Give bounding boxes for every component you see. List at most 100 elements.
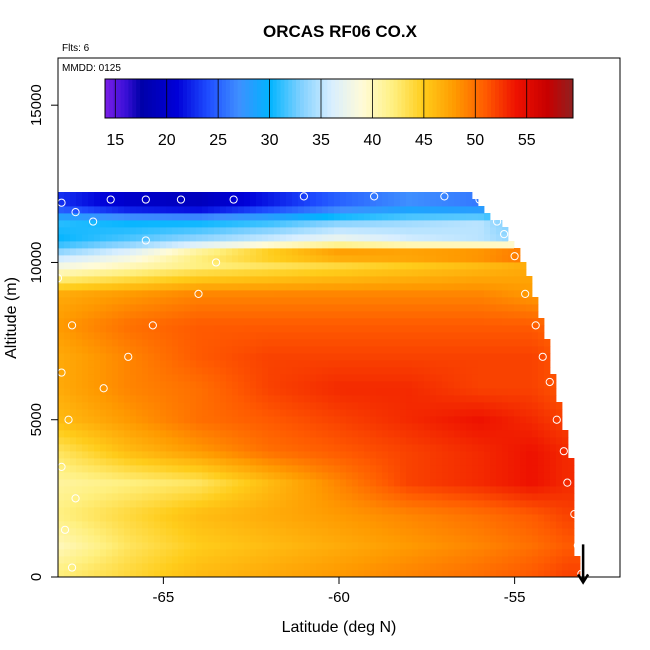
- heatmap-cell: [238, 458, 245, 466]
- heatmap-cell: [82, 269, 89, 277]
- heatmap-cell: [316, 220, 323, 228]
- heatmap-cell: [106, 563, 113, 571]
- heatmap-cell: [526, 521, 533, 529]
- heatmap-cell: [478, 437, 485, 445]
- heatmap-cell: [508, 423, 515, 431]
- heatmap-cell: [190, 381, 197, 389]
- heatmap-cell: [88, 283, 95, 291]
- heatmap-cell: [256, 276, 263, 284]
- heatmap-cell: [112, 437, 119, 445]
- heatmap-cell: [382, 206, 389, 214]
- heatmap-cell: [244, 416, 251, 424]
- heatmap-cell: [382, 493, 389, 501]
- heatmap-cell: [532, 430, 539, 438]
- heatmap-cell: [448, 199, 455, 207]
- heatmap-cell: [142, 395, 149, 403]
- heatmap-cell: [64, 465, 71, 473]
- heatmap-cell: [358, 381, 365, 389]
- heatmap-cell: [436, 339, 443, 347]
- heatmap-cell: [346, 346, 353, 354]
- colorbar-segment: [249, 79, 254, 118]
- heatmap-cell: [484, 381, 491, 389]
- colorbar-segment: [276, 79, 281, 118]
- heatmap-cell: [262, 402, 269, 410]
- heatmap-cell: [244, 486, 251, 494]
- heatmap-cell: [130, 500, 137, 508]
- heatmap-cell: [532, 304, 539, 312]
- heatmap-cell: [190, 269, 197, 277]
- heatmap-cell: [106, 311, 113, 319]
- flight-track-point: [563, 478, 572, 487]
- colorbar-segment: [487, 79, 492, 118]
- heatmap-cell: [130, 563, 137, 571]
- heatmap-cell: [316, 311, 323, 319]
- colorbar-segment: [541, 79, 547, 118]
- heatmap-cell: [148, 255, 155, 263]
- heatmap-cell: [472, 528, 479, 536]
- heatmap-cell: [304, 556, 311, 564]
- heatmap-cell: [154, 220, 161, 228]
- heatmap-cell: [274, 213, 281, 221]
- heatmap-cell: [514, 535, 521, 543]
- heatmap-cell: [472, 465, 479, 473]
- heatmap-cell: [508, 444, 515, 452]
- heatmap-cell: [340, 255, 347, 263]
- heatmap-cell: [118, 451, 125, 459]
- heatmap-cell: [358, 199, 365, 207]
- flight-track-point: [521, 289, 530, 299]
- heatmap-cell: [256, 192, 263, 200]
- heatmap-cell: [322, 528, 329, 536]
- heatmap-cell: [280, 220, 287, 228]
- heatmap-cell: [202, 290, 209, 298]
- heatmap-cell: [394, 206, 401, 214]
- heatmap-cell: [568, 465, 575, 473]
- heatmap-cell: [100, 493, 107, 501]
- heatmap-cell: [418, 213, 425, 221]
- heatmap-cell: [124, 437, 131, 445]
- heatmap-cell: [226, 199, 233, 207]
- heatmap-cell: [88, 521, 95, 529]
- heatmap-cell: [466, 458, 473, 466]
- heatmap-cell: [466, 472, 473, 480]
- heatmap-cell: [76, 339, 83, 347]
- heatmap-cell: [70, 297, 77, 305]
- heatmap-cell: [526, 423, 533, 431]
- heatmap-cell: [274, 220, 281, 228]
- heatmap-cell: [298, 479, 305, 487]
- heatmap-cell: [184, 241, 191, 249]
- heatmap-cell: [286, 283, 293, 291]
- heatmap-cell: [94, 206, 101, 214]
- heatmap-cell: [292, 374, 299, 382]
- heatmap-cell: [340, 346, 347, 354]
- heatmap-cell: [220, 451, 227, 459]
- heatmap-cell: [142, 297, 149, 305]
- heatmap-cell: [496, 458, 503, 466]
- heatmap-cell: [184, 542, 191, 550]
- heatmap-cell: [556, 570, 563, 578]
- heatmap-cell: [478, 339, 485, 347]
- heatmap-cell: [412, 409, 419, 417]
- heatmap-cell: [244, 269, 251, 277]
- heatmap-cell: [328, 311, 335, 319]
- heatmap-cell: [286, 227, 293, 235]
- heatmap-cell: [406, 500, 413, 508]
- heatmap-cell: [244, 339, 251, 347]
- heatmap-cell: [298, 395, 305, 403]
- heatmap-cell: [172, 199, 179, 207]
- heatmap-cell: [148, 276, 155, 284]
- heatmap-cell: [136, 528, 143, 536]
- heatmap-cell: [502, 395, 509, 403]
- heatmap-cell: [316, 374, 323, 382]
- heatmap-cell: [154, 248, 161, 256]
- heatmap-cell: [118, 353, 125, 361]
- heatmap-cell: [268, 472, 275, 480]
- heatmap-cell: [196, 416, 203, 424]
- heatmap-cell: [322, 241, 329, 249]
- heatmap-cell: [454, 283, 461, 291]
- heatmap-cell: [238, 192, 245, 200]
- heatmap-cell: [238, 570, 245, 578]
- heatmap-cell: [460, 465, 467, 473]
- heatmap-cell: [376, 556, 383, 564]
- heatmap-cell: [196, 206, 203, 214]
- heatmap-cell: [292, 199, 299, 207]
